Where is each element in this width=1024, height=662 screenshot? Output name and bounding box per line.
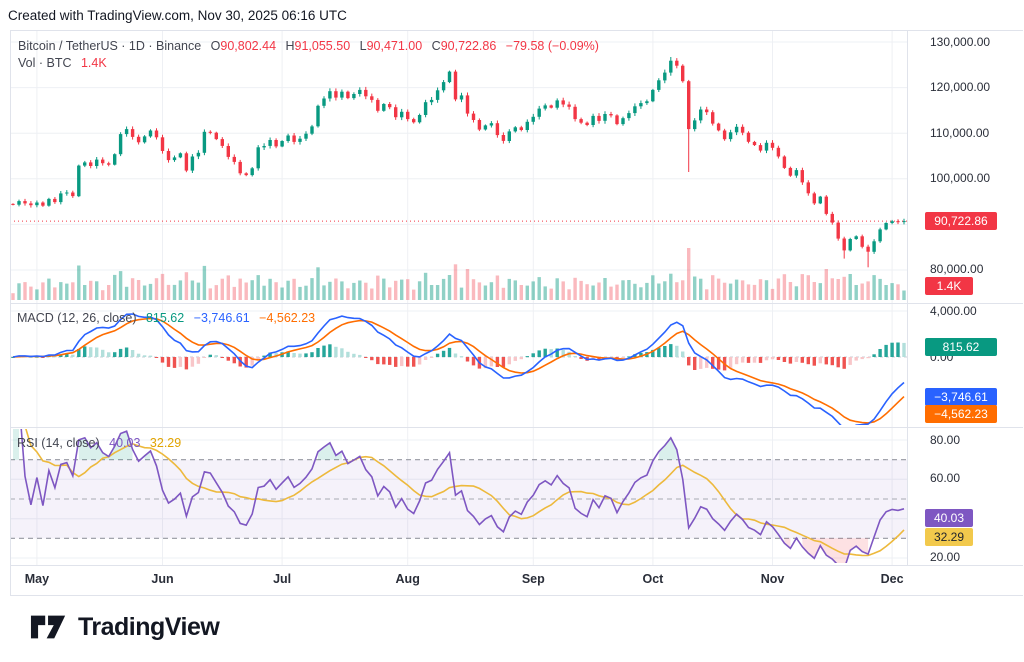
close-label: C (431, 39, 441, 53)
price-tick[interactable]: 80,000.00 (930, 262, 984, 276)
high-label: H (285, 39, 295, 53)
time-axis-label: Nov (760, 572, 785, 586)
tradingview-logo-icon (30, 615, 66, 639)
time-axis-label: May (24, 572, 50, 586)
time-axis-label: Aug (395, 572, 420, 586)
volume-label: Vol · BTC (18, 56, 72, 70)
macd-line-value: −3,746.61 (193, 311, 250, 325)
price-legend: Bitcoin / TetherUS · 1D · Binance O90,80… (18, 39, 599, 53)
macd-signal-value: −4,562.23 (259, 311, 316, 325)
rsi-ma-badge: 32.29 (925, 528, 973, 546)
macd-title: MACD (12, 26, close) (17, 311, 137, 325)
rsi-value: 40.03 (109, 436, 141, 450)
macd-hist-badge: 815.62 (925, 338, 997, 356)
low-value: 90,471.00 (366, 39, 423, 53)
price-tick[interactable]: 110,000.00 (930, 126, 990, 140)
price-tick[interactable]: 120,000.00 (930, 80, 991, 94)
rsi-tick[interactable]: 80.00 (930, 433, 961, 447)
macd-line-badge: −3,746.61 (925, 388, 997, 406)
macd-hist-value: 815.62 (145, 311, 185, 325)
open-label: O (210, 39, 221, 53)
rsi-ma-value: 32.29 (149, 436, 182, 450)
close-value: 90,722.86 (440, 39, 497, 53)
price-tick[interactable]: 130,000.00 (930, 35, 991, 49)
rsi-badge: 40.03 (925, 509, 973, 527)
open-value: 90,802.44 (220, 39, 277, 53)
time-axis-label: Oct (642, 572, 664, 586)
price-tick[interactable]: 100,000.00 (930, 171, 991, 185)
symbol-title: Bitcoin / TetherUS · 1D · Binance (18, 39, 202, 53)
rsi-title: RSI (14, close) (17, 436, 100, 450)
volume-legend: Vol · BTC 1.4K (18, 56, 107, 70)
tradingview-logo: TradingView (30, 612, 220, 642)
volume-badge: 1.4K (925, 277, 973, 295)
watermark-text: Created with TradingView.com, Nov 30, 20… (8, 8, 347, 23)
time-axis-label: Sep (521, 572, 545, 586)
time-axis-label: Dec (880, 572, 904, 586)
macd-legend: MACD (12, 26, close) 815.62 −3,746.61 −4… (17, 311, 315, 325)
time-axis-label: Jul (273, 572, 292, 586)
time-axis-label: Jun (151, 572, 174, 586)
rsi-tick[interactable]: 20.00 (930, 550, 961, 564)
rsi-legend: RSI (14, close) 40.03 32.29 (17, 436, 181, 450)
footer-bar: TradingView (0, 596, 1024, 662)
rsi-tick[interactable]: 60.00 (930, 471, 961, 485)
price-plot (10, 57, 907, 300)
chart-canvas[interactable] (0, 0, 1024, 596)
rsi-plot (10, 429, 907, 563)
high-value: 91,055.50 (294, 39, 351, 53)
macd-tick[interactable]: 4,000.00 (930, 304, 977, 318)
tradingview-logo-text: TradingView (78, 612, 220, 641)
current-price-badge: 90,722.86 (925, 212, 997, 230)
change-value: −79.58 (−0.09%) (505, 39, 599, 53)
macd-signal-badge: −4,562.23 (925, 405, 997, 423)
low-label: L (359, 39, 367, 53)
volume-value: 1.4K (80, 56, 107, 70)
macd-plot (11, 313, 906, 425)
